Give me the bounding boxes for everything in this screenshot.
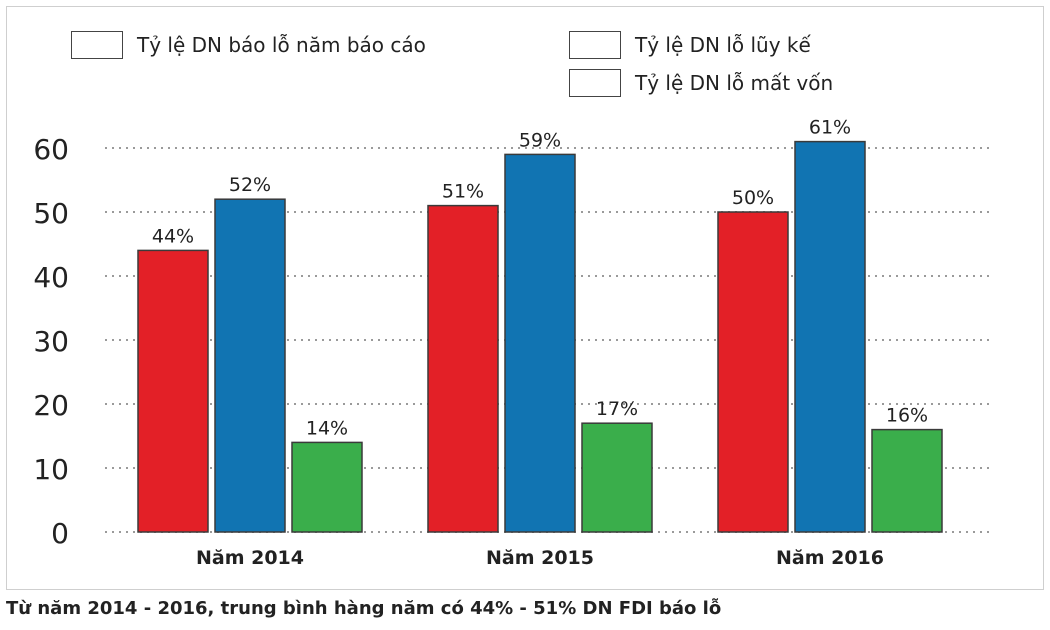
legend-swatch-red	[71, 31, 123, 59]
y-tick-label: 0	[51, 517, 69, 550]
y-tick-label: 50	[33, 197, 69, 230]
bar	[794, 140, 866, 533]
y-tick-label: 30	[33, 325, 69, 358]
footnote: Từ năm 2014 - 2016, trung bình hàng năm …	[6, 598, 722, 619]
legend-swatch-green	[569, 69, 621, 97]
data-label: 59%	[519, 129, 561, 151]
data-label: 17%	[596, 398, 638, 420]
legend-label: Tỷ lệ DN lỗ mất vốn	[635, 71, 834, 95]
data-label: 16%	[886, 405, 928, 427]
x-tick-label: Năm 2016	[776, 547, 884, 569]
bar	[214, 198, 286, 533]
legend-item-cumulative-loss: Tỷ lệ DN lỗ lũy kế	[569, 31, 811, 59]
legend-swatch-blue	[569, 31, 621, 59]
bar	[427, 204, 499, 533]
bar	[871, 428, 943, 533]
data-label: 51%	[442, 181, 484, 203]
y-tick-label: 10	[33, 453, 69, 486]
legend-item-capital-loss: Tỷ lệ DN lỗ mất vốn	[569, 69, 833, 97]
chart-frame: Tỷ lệ DN báo lỗ năm báo cáo Tỷ lệ DN lỗ …	[6, 6, 1044, 590]
bar	[291, 441, 363, 533]
data-label: 50%	[732, 187, 774, 209]
data-label: 44%	[152, 225, 194, 247]
legend-item-annual-loss: Tỷ lệ DN báo lỗ năm báo cáo	[71, 31, 426, 59]
bar	[717, 211, 789, 533]
data-label: 61%	[809, 117, 851, 139]
bar	[581, 422, 653, 533]
x-tick-label: Năm 2015	[486, 547, 594, 569]
y-tick-label: 20	[33, 389, 69, 422]
data-label: 52%	[229, 174, 271, 196]
x-tick-label: Năm 2014	[196, 547, 304, 569]
data-label: 14%	[306, 417, 348, 439]
y-tick-label: 60	[33, 133, 69, 166]
bar-chart: 0 10 20 30 40 50 60 44% 52% 14% Năm 2014 51% 59% 17% N…	[33, 117, 992, 569]
y-tick-label: 40	[33, 261, 69, 294]
bar	[504, 153, 576, 533]
legend-label: Tỷ lệ DN báo lỗ năm báo cáo	[137, 33, 426, 57]
bar	[137, 249, 209, 533]
legend-label: Tỷ lệ DN lỗ lũy kế	[635, 33, 811, 57]
